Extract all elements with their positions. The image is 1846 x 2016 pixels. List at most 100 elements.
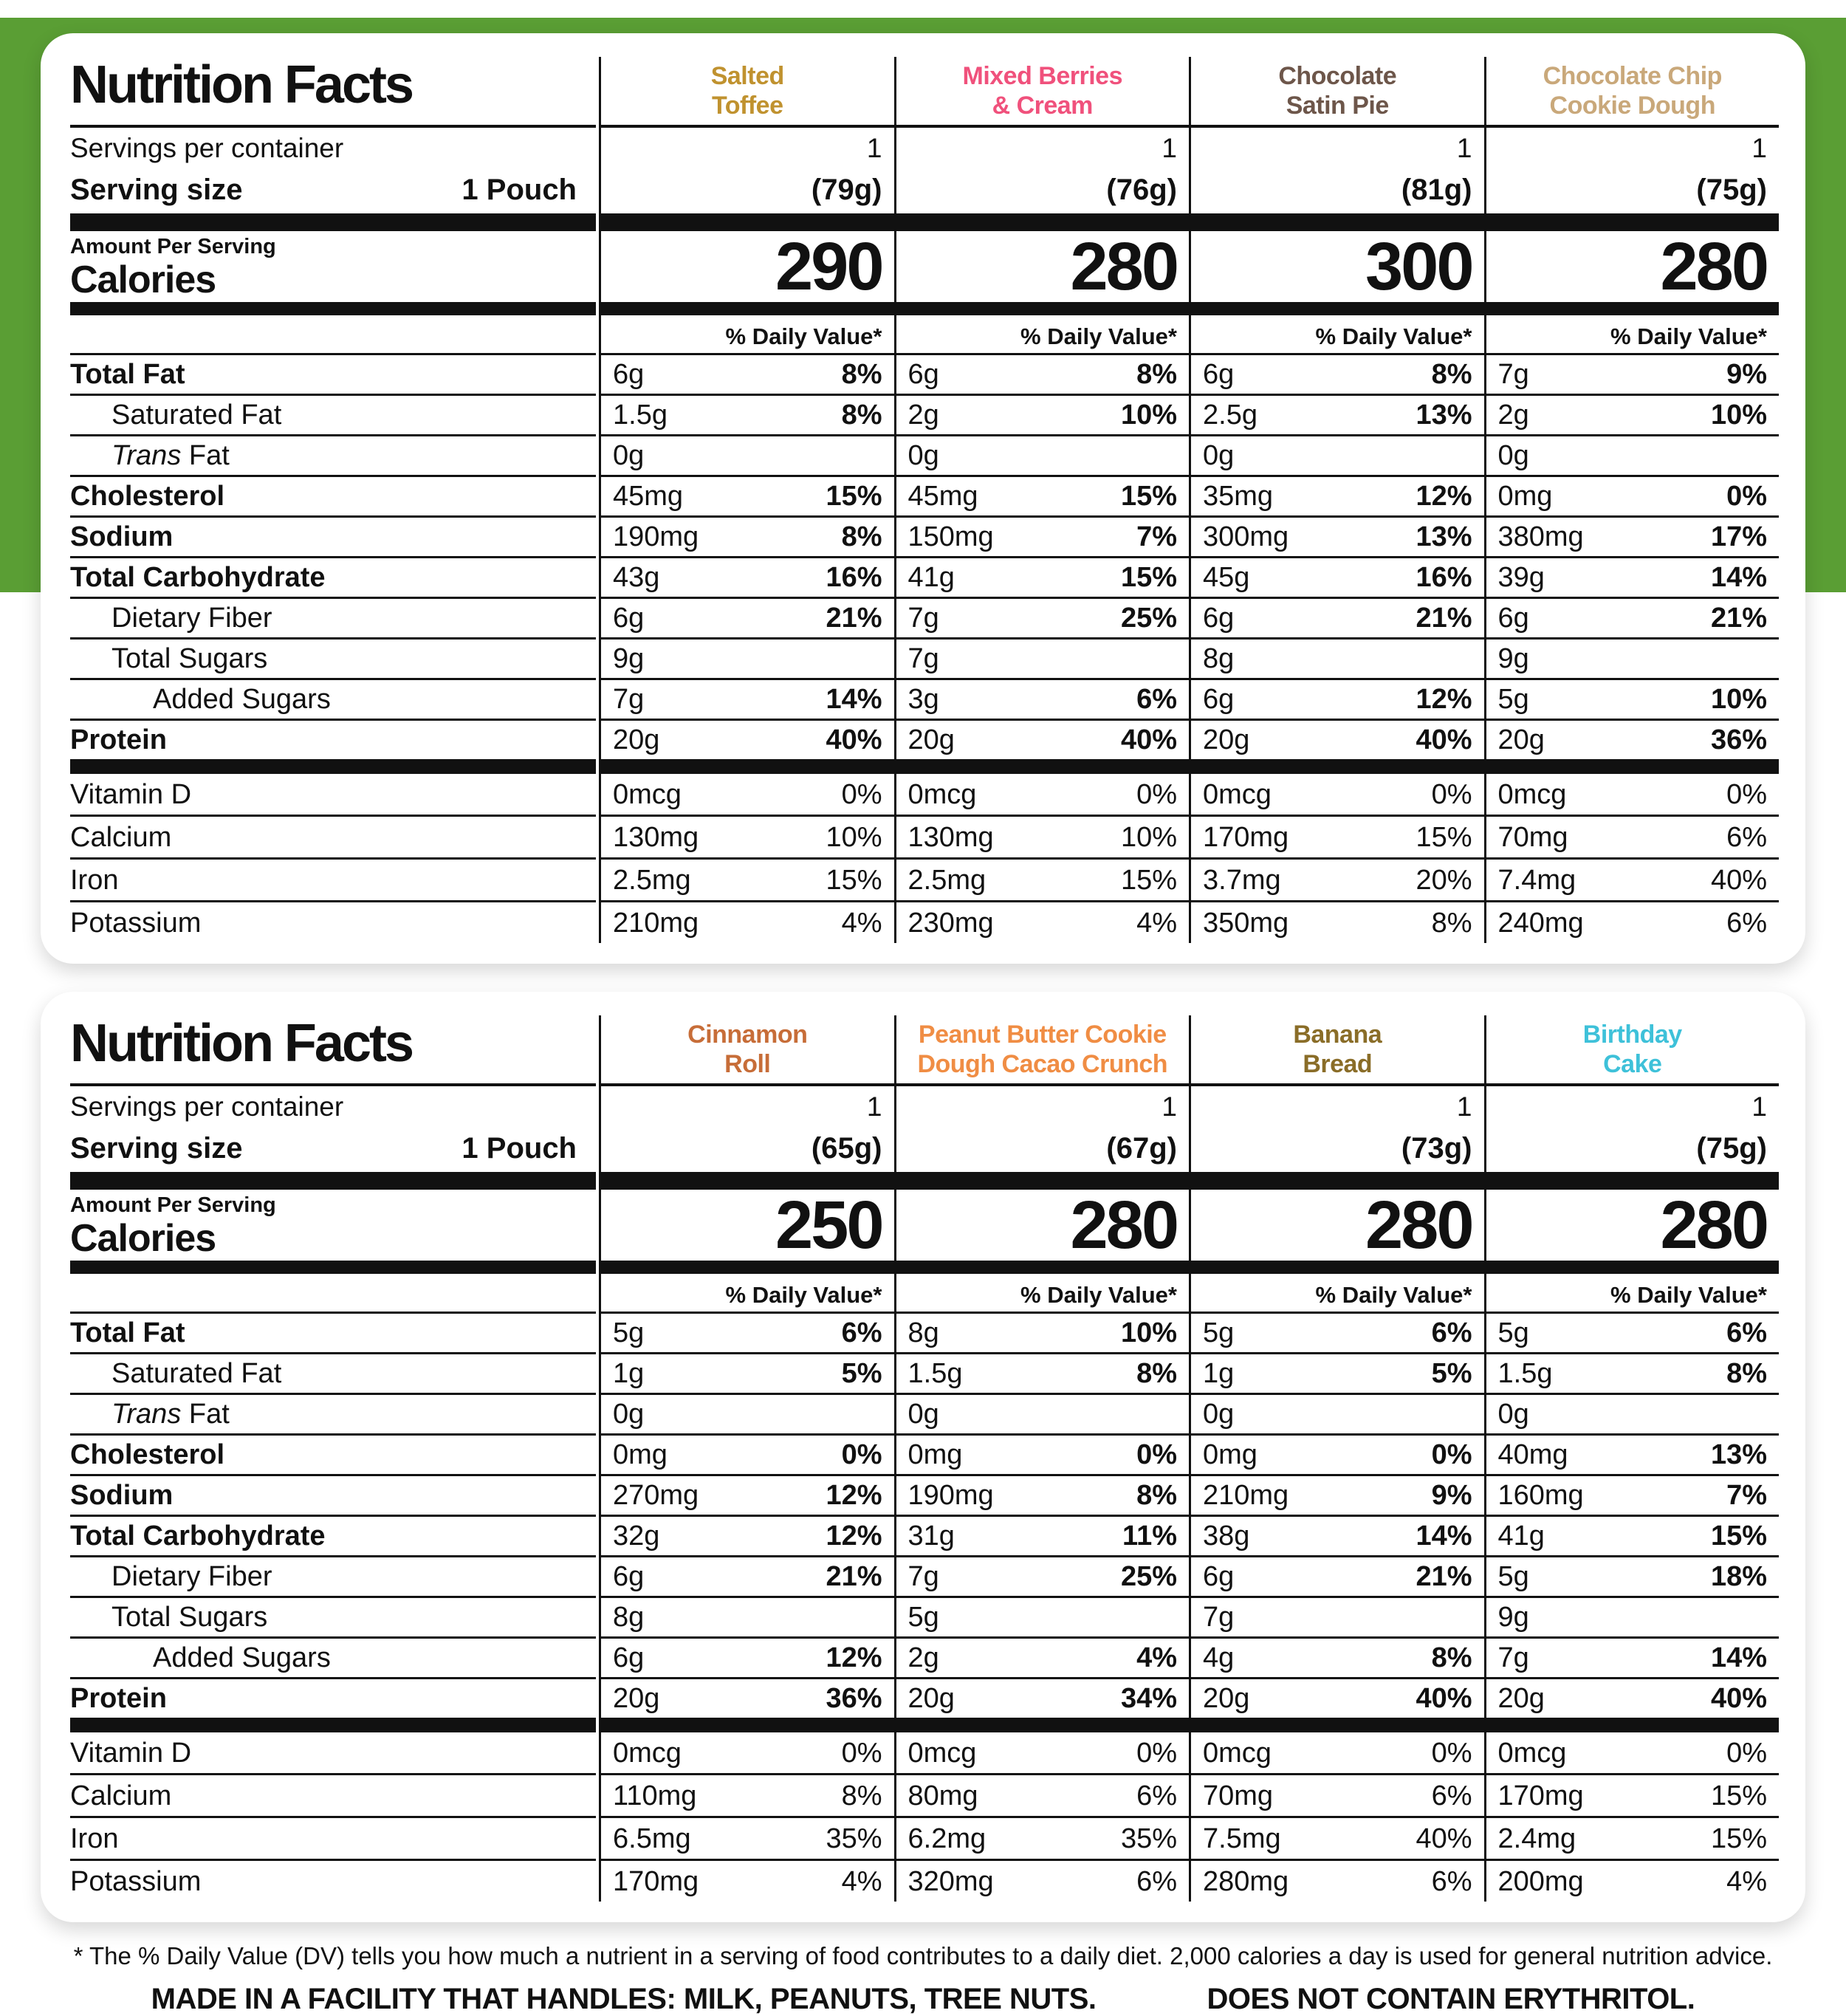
nutrient-amount: 41g	[907, 562, 955, 593]
row-rule	[896, 1816, 1189, 1818]
vitamin-daily-value: 15%	[1416, 822, 1472, 853]
nutrient-amount: 20g	[613, 724, 660, 755]
vitamin-daily-value: 0%	[1431, 779, 1472, 810]
divider-bar	[1486, 759, 1779, 774]
nutrient-value-row: 0g	[1191, 1395, 1484, 1433]
nutrient-daily-value: 40%	[1120, 724, 1177, 755]
nutrient-daily-value: 15%	[1120, 562, 1177, 593]
nutrient-amount: 7g	[1203, 1602, 1235, 1633]
calories-label-block: Amount Per Serving Calories	[70, 1190, 596, 1261]
serving-weight-row: (75g)	[1486, 1125, 1780, 1168]
vitamin-amount: 2.5mg	[613, 865, 691, 896]
row-rule	[896, 857, 1189, 860]
nutrient-amount: 45mg	[613, 481, 684, 512]
nutrient-daily-value: 0%	[1726, 481, 1767, 512]
row-rule	[70, 597, 596, 599]
serving-weight-value: (73g)	[1401, 1132, 1472, 1165]
row-rule	[1486, 1312, 1779, 1314]
nutrient-label-row: Sodium	[70, 1476, 596, 1515]
nutrient-value-row: 20g 36%	[1486, 721, 1780, 759]
row-rule	[896, 1352, 1189, 1354]
vitamin-label: Calcium	[70, 822, 172, 853]
nutrient-amount: 20g	[1497, 1683, 1545, 1714]
flavor-header: Peanut Butter Cookie Dough Cacao Crunch	[896, 1015, 1190, 1083]
nutrient-label-row: Added Sugars	[70, 1639, 596, 1677]
nutrient-daily-value: 36%	[826, 1683, 882, 1714]
divider-bar	[896, 213, 1189, 231]
nutrient-label: Protein	[70, 1683, 167, 1714]
row-rule	[1486, 597, 1779, 599]
servings-value: 1	[1751, 133, 1767, 163]
daily-value-header: % Daily Value*	[1610, 323, 1767, 349]
vitamin-label: Potassium	[70, 908, 202, 939]
divider-bar	[1486, 302, 1779, 315]
vitamin-daily-value: 8%	[1431, 908, 1472, 939]
vitamin-value-row: 130mg 10%	[896, 817, 1190, 857]
nutrient-label-row: Total Sugars	[70, 1598, 596, 1636]
vitamin-amount: 6.2mg	[907, 1823, 987, 1854]
serving-size-value: 1 Pouch	[461, 1132, 577, 1165]
facility-statement: MADE IN A FACILITY THAT HANDLES: MILK, P…	[151, 1982, 1097, 2015]
nutrient-amount: 20g	[907, 1683, 955, 1714]
row-rule	[70, 1474, 596, 1476]
vitamin-value-row: 230mg 4%	[896, 902, 1190, 943]
divider-bar	[1486, 213, 1779, 231]
nutrient-label-row: Protein	[70, 721, 596, 759]
vitamin-amount: 0mcg	[613, 779, 682, 810]
calories-value: 280	[1660, 229, 1769, 304]
nutrient-label-row: Total Sugars	[70, 640, 596, 678]
row-rule	[601, 1677, 894, 1679]
row-rule	[70, 1816, 596, 1818]
vitamin-value-row: 170mg 4%	[601, 1861, 894, 1902]
servings-per-container-label: Servings per container	[70, 1091, 344, 1122]
nutrient-value-row: 7g 25%	[896, 599, 1190, 637]
row-rule	[70, 1555, 596, 1557]
vitamin-label-row: Iron	[70, 1818, 596, 1859]
nutrient-value-row: 39g 14%	[1486, 558, 1780, 597]
row-rule	[1486, 1515, 1779, 1517]
vitamin-label-row: Calcium	[70, 1775, 596, 1816]
nutrient-daily-value: 8%	[1431, 1642, 1472, 1673]
nutrient-amount: 2g	[907, 1642, 939, 1673]
nutrient-daily-value: 7%	[1726, 1480, 1767, 1511]
nutrient-amount: 6g	[1497, 603, 1529, 634]
vitamin-amount: 170mg	[1203, 822, 1289, 853]
flavor-name: Cinnamon Roll	[687, 1020, 808, 1078]
nutrient-value-row: 41g 15%	[896, 558, 1190, 597]
nutrient-amount: 5g	[613, 1317, 645, 1348]
nutrient-daily-value: 4%	[1136, 1642, 1177, 1673]
row-rule	[896, 597, 1189, 599]
servings-value-row: 1	[1191, 1086, 1484, 1125]
nutrient-value-row: 150mg 7%	[896, 518, 1190, 556]
serving-size-value: 1 Pouch	[461, 174, 577, 206]
nutrient-amount: 0g	[907, 440, 939, 471]
nutrient-label: Total Carbohydrate	[70, 562, 326, 593]
calories-value: 280	[1660, 1187, 1769, 1263]
nutrient-amount: 20g	[1203, 1683, 1250, 1714]
divider-bar	[601, 213, 894, 231]
nutrient-value-row: 43g 16%	[601, 558, 894, 597]
nutrition-facts-panel-2: Nutrition Facts Servings per container Ser…	[41, 992, 1805, 1922]
row-rule	[896, 515, 1189, 518]
flavor-name-rule	[1486, 1083, 1779, 1086]
vitamin-daily-value: 0%	[1431, 1738, 1472, 1769]
nutrient-label-italic: Trans	[111, 440, 182, 471]
row-rule	[601, 719, 894, 721]
vitamin-value-row: 3.7mg 20%	[1191, 860, 1484, 900]
nutrient-amount: 5g	[1497, 1561, 1529, 1592]
nutrient-amount: 3g	[907, 684, 939, 715]
vitamin-value-row: 200mg 4%	[1486, 1861, 1780, 1902]
nutrient-daily-value: 8%	[1136, 359, 1177, 390]
nutrient-value-row: 8g 10%	[896, 1314, 1190, 1352]
servings-value-row: 1	[1486, 1086, 1780, 1125]
nutrient-value-row: 190mg 8%	[896, 1476, 1190, 1515]
nutrient-daily-value: 8%	[841, 400, 882, 431]
nutrient-value-row: 45mg 15%	[896, 477, 1190, 515]
vitamin-daily-value: 35%	[826, 1823, 882, 1854]
row-rule	[601, 678, 894, 680]
nutrient-amount: 5g	[1203, 1317, 1235, 1348]
nutrient-amount: 9g	[613, 643, 645, 674]
nutrient-value-row: 7g	[1191, 1598, 1484, 1636]
vitamin-daily-value: 6%	[1136, 1866, 1177, 1897]
amount-per-serving-label: Amount Per Serving	[70, 1193, 276, 1217]
